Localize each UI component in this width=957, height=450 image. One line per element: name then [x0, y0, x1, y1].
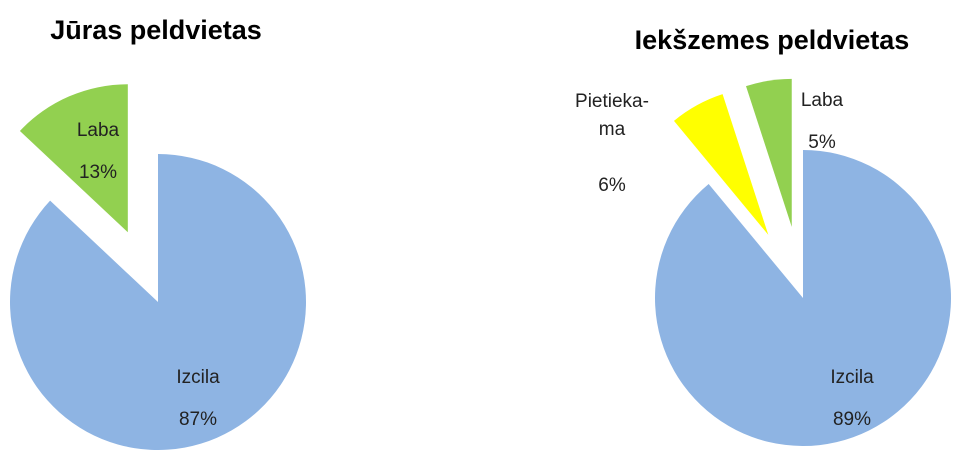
- value-label: 5%: [808, 132, 836, 153]
- pie-slice: [19, 84, 128, 233]
- pie-slice: [655, 150, 952, 447]
- slice-label: ma: [599, 119, 626, 140]
- value-label: 89%: [833, 409, 871, 430]
- chart-title: Iekšzemes peldvietas: [635, 25, 910, 55]
- chart-title: Jūras peldvietas: [50, 15, 262, 45]
- slice-label: Laba: [77, 120, 120, 141]
- pie-slice: [673, 94, 769, 235]
- value-label: 13%: [79, 162, 117, 183]
- slice-label: Izcila: [176, 367, 220, 388]
- pie-slice: [746, 78, 792, 227]
- pie-slice: [10, 154, 306, 450]
- slice-label: Izcila: [830, 367, 874, 388]
- value-label: 87%: [179, 409, 217, 430]
- slice-label: Laba: [801, 90, 844, 111]
- slice-label: Pietieka-: [575, 91, 649, 112]
- value-label: 6%: [598, 175, 626, 196]
